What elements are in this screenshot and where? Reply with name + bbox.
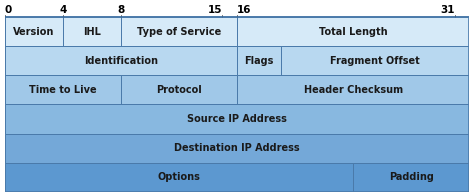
Text: Options: Options: [157, 172, 201, 183]
Text: Padding: Padding: [389, 172, 434, 183]
Text: Total Length: Total Length: [319, 27, 387, 36]
Text: 8: 8: [117, 5, 125, 16]
Bar: [63, 17, 121, 46]
Bar: [5, 17, 63, 46]
Text: IHL: IHL: [83, 27, 101, 36]
Text: Fragment Offset: Fragment Offset: [330, 56, 420, 66]
Text: 16: 16: [237, 5, 252, 16]
Bar: [237, 46, 281, 75]
Text: 4: 4: [59, 5, 66, 16]
Text: 31: 31: [440, 5, 455, 16]
Bar: [5, 105, 469, 134]
Text: Protocol: Protocol: [156, 85, 202, 95]
Bar: [5, 134, 469, 163]
Text: 0: 0: [5, 5, 12, 16]
Text: 15: 15: [208, 5, 222, 16]
Bar: [121, 75, 237, 105]
Bar: [5, 46, 237, 75]
Bar: [237, 17, 469, 46]
Bar: [5, 75, 121, 105]
Bar: [237, 75, 469, 105]
Text: Identification: Identification: [84, 56, 158, 66]
Bar: [353, 163, 469, 192]
Text: Time to Live: Time to Live: [29, 85, 97, 95]
Bar: [281, 46, 469, 75]
Text: Version: Version: [13, 27, 55, 36]
Bar: [5, 163, 353, 192]
Text: Destination IP Address: Destination IP Address: [174, 143, 300, 153]
Text: Type of Service: Type of Service: [137, 27, 221, 36]
Text: Flags: Flags: [244, 56, 273, 66]
Text: Header Checksum: Header Checksum: [303, 85, 403, 95]
Bar: [121, 17, 237, 46]
Text: Source IP Address: Source IP Address: [187, 114, 287, 124]
